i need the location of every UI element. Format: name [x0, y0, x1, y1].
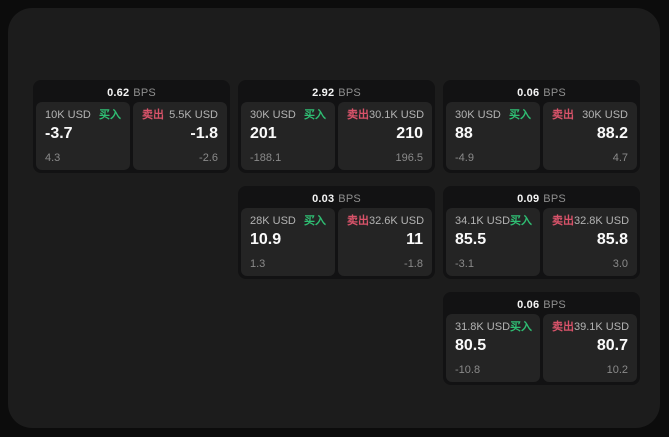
buy-notional: 31.8K USD: [455, 321, 511, 333]
buy-price: 85.5: [455, 231, 487, 248]
tile-row: 30K USD 买入 88 -4.9 卖出 30K USD 88.2 4.7: [446, 102, 637, 170]
sell-notional: 32.8K USD: [574, 215, 630, 227]
tile-row: 10K USD 买入 -3.7 4.3 卖出 5.5K USD -1.8 -2.…: [36, 102, 227, 170]
card-header: 0.06 BPS: [446, 83, 637, 102]
sell-tile[interactable]: 卖出 5.5K USD -1.8 -2.6: [133, 102, 227, 170]
card-header: 0.06 BPS: [446, 295, 637, 314]
buy-delta: -10.8: [455, 364, 481, 376]
sell-price: -1.8: [190, 125, 218, 142]
bps-value: 0.06: [517, 298, 540, 311]
bps-suffix-label: BPS: [543, 86, 566, 99]
sell-label: 卖出: [552, 215, 574, 227]
buy-delta: 1.3: [250, 258, 266, 270]
tile-row: 34.1K USD 买入 85.5 -3.1 卖出 32.8K USD 85.8…: [446, 208, 637, 276]
bps-value: 0.03: [312, 192, 335, 205]
buy-tile[interactable]: 28K USD 买入 10.9 1.3: [241, 208, 335, 276]
bps-value: 0.06: [517, 86, 540, 99]
sell-price: 11: [406, 231, 423, 248]
buy-label: 买入: [99, 109, 121, 121]
bps-suffix-label: BPS: [338, 86, 361, 99]
buy-price: 88: [455, 125, 473, 142]
buy-delta: -4.9: [455, 152, 474, 164]
buy-price: 201: [250, 125, 277, 142]
buy-tile[interactable]: 30K USD 买入 201 -188.1: [241, 102, 335, 170]
sell-tile[interactable]: 卖出 30.1K USD 210 196.5: [338, 102, 432, 170]
buy-label: 买入: [304, 215, 326, 227]
sell-label: 卖出: [347, 109, 369, 121]
bps-suffix-label: BPS: [543, 192, 566, 205]
quote-card: 2.92 BPS 30K USD 买入 201 -188.1 卖出 30.1K …: [238, 80, 435, 173]
sell-notional: 5.5K USD: [169, 109, 218, 121]
quote-card: 0.03 BPS 28K USD 买入 10.9 1.3 卖出 32.6K US…: [238, 186, 435, 279]
sell-label: 卖出: [552, 321, 574, 333]
tile-row: 31.8K USD 买入 80.5 -10.8 卖出 39.1K USD 80.…: [446, 314, 637, 382]
buy-label: 买入: [304, 109, 326, 121]
bps-suffix-label: BPS: [133, 86, 156, 99]
buy-delta: -188.1: [250, 152, 282, 164]
card-header: 2.92 BPS: [241, 83, 432, 102]
tile-row: 28K USD 买入 10.9 1.3 卖出 32.6K USD 11 -1.8: [241, 208, 432, 276]
sell-tile[interactable]: 卖出 39.1K USD 80.7 10.2: [543, 314, 637, 382]
card-header: 0.03 BPS: [241, 189, 432, 208]
buy-price: 80.5: [455, 337, 487, 354]
sell-price: 210: [396, 125, 423, 142]
sell-price: 88.2: [596, 125, 628, 142]
sell-delta: 4.7: [612, 152, 628, 164]
bps-suffix-label: BPS: [543, 298, 566, 311]
buy-notional: 30K USD: [250, 109, 296, 121]
sell-notional: 32.6K USD: [369, 215, 425, 227]
bps-value: 0.09: [517, 192, 540, 205]
card-header: 0.62 BPS: [36, 83, 227, 102]
sell-delta: -1.8: [404, 258, 423, 270]
sell-delta: -2.6: [199, 152, 218, 164]
buy-label: 买入: [510, 215, 533, 227]
buy-price: -3.7: [45, 125, 73, 142]
quote-card: 0.09 BPS 34.1K USD 买入 85.5 -3.1 卖出 32.8K…: [443, 186, 640, 279]
quote-card: 0.06 BPS 31.8K USD 买入 80.5 -10.8 卖出 39.1…: [443, 292, 640, 385]
buy-notional: 10K USD: [45, 109, 91, 121]
quote-card-grid: 0.62 BPS 10K USD 买入 -3.7 4.3 卖出 5.5K USD…: [33, 80, 640, 385]
buy-notional: 28K USD: [250, 215, 296, 227]
sell-delta: 10.2: [606, 364, 628, 376]
tile-row: 30K USD 买入 201 -188.1 卖出 30.1K USD 210 1…: [241, 102, 432, 170]
sell-price: 80.7: [596, 337, 628, 354]
sell-tile[interactable]: 卖出 30K USD 88.2 4.7: [543, 102, 637, 170]
buy-delta: 4.3: [45, 152, 61, 164]
sell-delta: 196.5: [395, 152, 423, 164]
sell-label: 卖出: [347, 215, 369, 227]
quote-card: 0.06 BPS 30K USD 买入 88 -4.9 卖出 30K USD 8…: [443, 80, 640, 173]
buy-tile[interactable]: 10K USD 买入 -3.7 4.3: [36, 102, 130, 170]
sell-tile[interactable]: 卖出 32.6K USD 11 -1.8: [338, 208, 432, 276]
buy-delta: -3.1: [455, 258, 474, 270]
sell-price: 85.8: [596, 231, 628, 248]
sell-tile[interactable]: 卖出 32.8K USD 85.8 3.0: [543, 208, 637, 276]
buy-price: 10.9: [250, 231, 282, 248]
buy-tile[interactable]: 31.8K USD 买入 80.5 -10.8: [446, 314, 540, 382]
buy-label: 买入: [509, 109, 531, 121]
buy-tile[interactable]: 34.1K USD 买入 85.5 -3.1: [446, 208, 540, 276]
bps-suffix-label: BPS: [338, 192, 361, 205]
sell-notional: 39.1K USD: [574, 321, 630, 333]
quote-card: 0.62 BPS 10K USD 买入 -3.7 4.3 卖出 5.5K USD…: [33, 80, 230, 173]
sell-label: 卖出: [142, 109, 164, 121]
buy-notional: 30K USD: [455, 109, 501, 121]
sell-notional: 30K USD: [582, 109, 628, 121]
card-header: 0.09 BPS: [446, 189, 637, 208]
buy-label: 买入: [510, 321, 533, 333]
sell-label: 卖出: [552, 109, 574, 121]
bps-value: 2.92: [312, 86, 335, 99]
bps-value: 0.62: [107, 86, 130, 99]
sell-delta: 3.0: [612, 258, 628, 270]
buy-notional: 34.1K USD: [455, 215, 511, 227]
sell-notional: 30.1K USD: [369, 109, 425, 121]
buy-tile[interactable]: 30K USD 买入 88 -4.9: [446, 102, 540, 170]
